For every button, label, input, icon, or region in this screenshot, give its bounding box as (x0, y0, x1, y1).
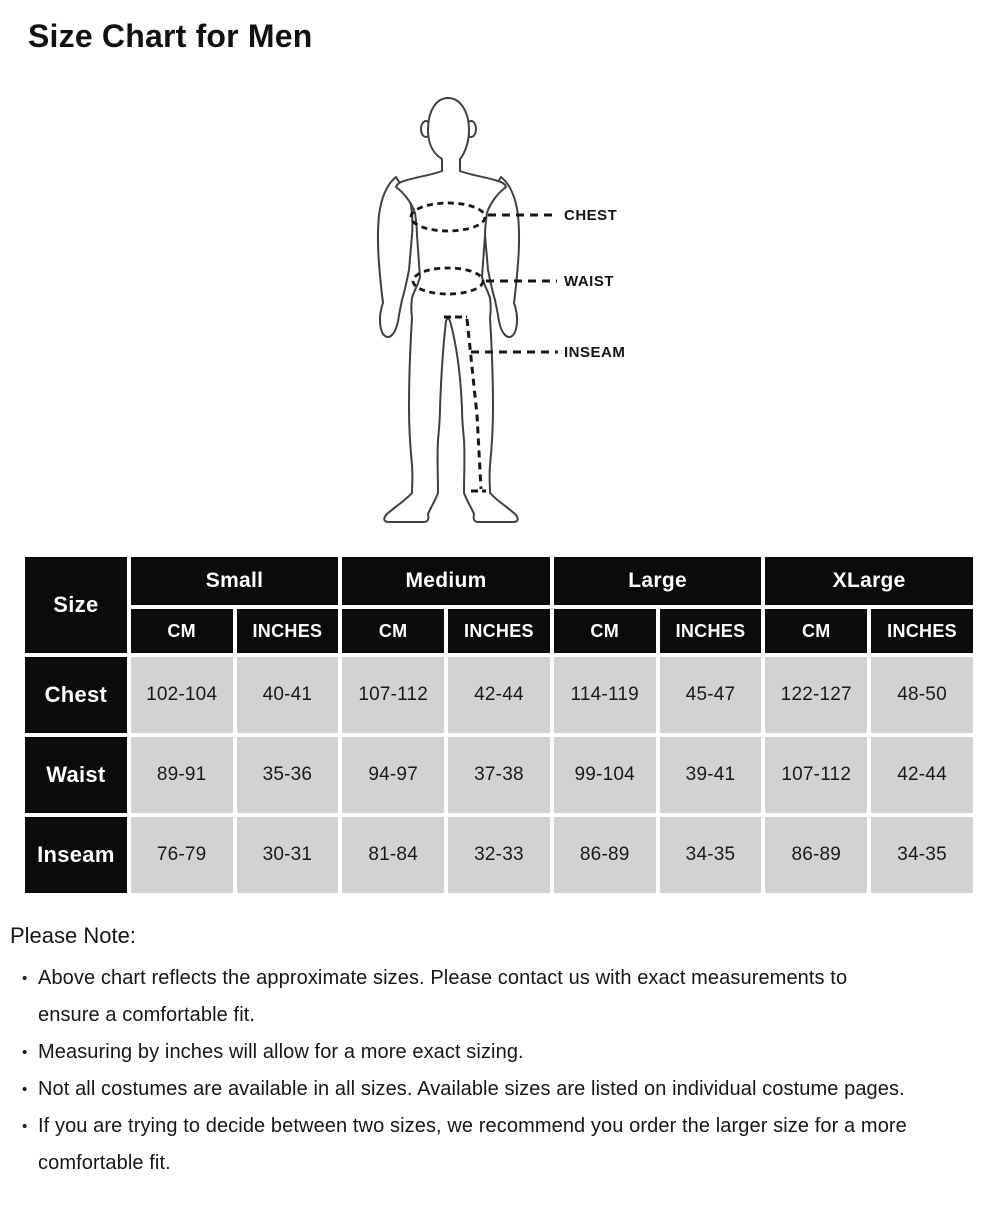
note-line: If you are trying to decide between two … (38, 1115, 907, 1137)
note-item: • If you are trying to decide between tw… (10, 1108, 1000, 1182)
notes-title: Please Note: (10, 923, 136, 948)
table-cell: 122-127 (765, 657, 868, 733)
table-cell: 76-79 (130, 817, 233, 893)
table-row-chest: Chest 102-104 40-41 107-112 42-44 114-11… (25, 657, 973, 733)
notes-section: Please Note: • Above chart reflects the … (10, 921, 1000, 1182)
bullet-icon: • (22, 1118, 28, 1135)
row-label-waist: Waist (25, 737, 127, 813)
table-cell: 107-112 (765, 737, 868, 813)
inseam-label: INSEAM (564, 344, 625, 361)
table-cell: 32-33 (448, 817, 550, 893)
table-cell: 94-97 (342, 737, 445, 813)
table-cell: 107-112 (342, 657, 445, 733)
table-cell: 114-119 (553, 657, 656, 733)
unit-header: INCHES (236, 609, 339, 653)
table-cell: 30-31 (236, 817, 339, 893)
left-arm-outline (376, 176, 414, 338)
unit-header: CM (130, 609, 233, 653)
inseam-measure-line (465, 318, 483, 490)
unit-header: CM (765, 609, 868, 653)
note-item: • Measuring by inches will allow for a m… (10, 1034, 1000, 1071)
table-cell: 99-104 (553, 737, 656, 813)
table-cell: 37-38 (448, 737, 550, 813)
note-line: ensure a comfortable fit. (38, 1004, 256, 1026)
table-row-waist: Waist 89-91 35-36 94-97 37-38 99-104 39-… (25, 737, 973, 813)
table-cell: 42-44 (448, 657, 550, 733)
note-item: • Not all costumes are available in all … (10, 1071, 1000, 1108)
table-cell: 48-50 (871, 657, 973, 733)
size-header-cell: Size (25, 557, 127, 653)
group-header-medium: Medium (342, 557, 550, 605)
bullet-icon: • (22, 1081, 28, 1098)
bullet-icon: • (22, 1044, 28, 1061)
unit-header: INCHES (659, 609, 762, 653)
note-line: Measuring by inches will allow for a mor… (38, 1041, 524, 1063)
page-title: Size Chart for Men (28, 18, 313, 54)
table-cell: 35-36 (236, 737, 339, 813)
unit-header: INCHES (871, 609, 973, 653)
table-cell: 89-91 (130, 737, 233, 813)
unit-header: CM (342, 609, 445, 653)
body-diagram-svg: CHEST WAIST INSEAM (376, 97, 625, 523)
size-chart-table: Size Small Medium Large XLarge CM INCHES… (21, 553, 977, 897)
waist-ellipse (411, 266, 485, 296)
table-cell: 86-89 (553, 817, 656, 893)
table-cell: 34-35 (871, 817, 973, 893)
chest-label: CHEST (564, 207, 617, 224)
row-label-inseam: Inseam (25, 817, 127, 893)
table-cell: 39-41 (659, 737, 762, 813)
right-arm-outline (483, 176, 521, 338)
waist-label: WAIST (564, 273, 614, 290)
table-cell: 42-44 (871, 737, 973, 813)
note-line: Not all costumes are available in all si… (38, 1078, 905, 1100)
body-diagram: CHEST WAIST INSEAM (330, 85, 680, 540)
table-cell: 86-89 (765, 817, 868, 893)
table-cell: 45-47 (659, 657, 762, 733)
group-header-small: Small (130, 557, 339, 605)
note-line: comfortable fit. (38, 1152, 171, 1174)
bullet-icon: • (22, 970, 28, 987)
note-item: • Above chart reflects the approximate s… (10, 960, 1000, 1034)
group-header-large: Large (553, 557, 762, 605)
unit-header: CM (553, 609, 656, 653)
table-cell: 81-84 (342, 817, 445, 893)
table-cell: 40-41 (236, 657, 339, 733)
chest-ellipse (409, 201, 487, 233)
note-line: Above chart reflects the approximate siz… (38, 967, 848, 989)
body-silhouette (383, 97, 519, 523)
table-cell: 102-104 (130, 657, 233, 733)
unit-header: INCHES (448, 609, 550, 653)
table-cell: 34-35 (659, 817, 762, 893)
row-label-chest: Chest (25, 657, 127, 733)
group-header-xlarge: XLarge (765, 557, 973, 605)
table-row-inseam: Inseam 76-79 30-31 81-84 32-33 86-89 34-… (25, 817, 973, 893)
